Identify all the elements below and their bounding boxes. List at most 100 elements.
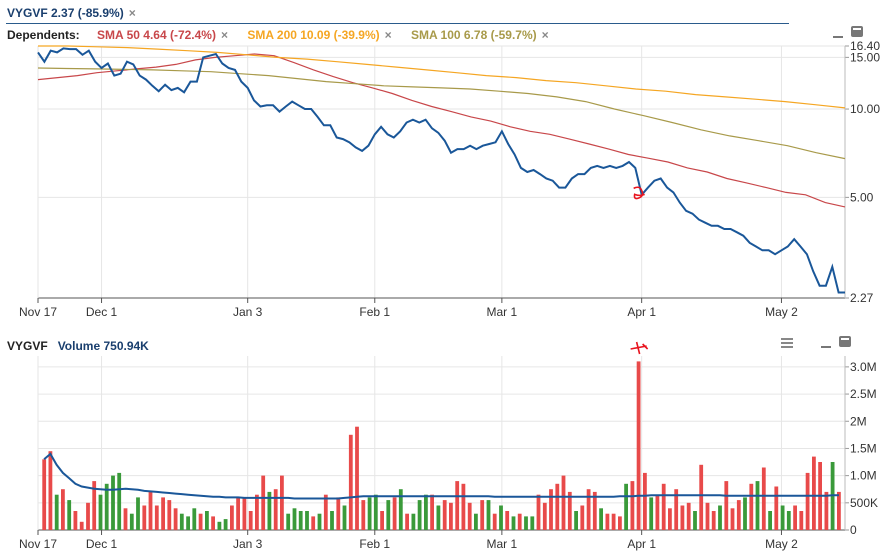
volume-bar[interactable] <box>317 513 322 530</box>
volume-bar[interactable] <box>480 500 485 530</box>
volume-bar[interactable] <box>104 483 109 530</box>
volume-bar[interactable] <box>286 513 291 530</box>
volume-bar[interactable] <box>530 516 535 530</box>
volume-bar[interactable] <box>749 483 754 530</box>
volume-bar[interactable] <box>142 505 147 531</box>
volume-bar[interactable] <box>474 513 478 530</box>
volume-bar[interactable] <box>411 513 416 530</box>
volume-bar[interactable] <box>661 483 666 530</box>
remove-symbol-icon[interactable]: × <box>128 6 136 20</box>
volume-bar[interactable] <box>355 426 359 530</box>
volume-bar[interactable] <box>774 486 779 531</box>
volume-bar[interactable] <box>743 497 747 530</box>
volume-bar[interactable] <box>649 497 654 530</box>
volume-bar[interactable] <box>292 508 297 531</box>
volume-bar[interactable] <box>555 483 560 530</box>
volume-bar[interactable] <box>129 513 134 530</box>
volume-bar[interactable] <box>605 513 610 530</box>
volume-bar[interactable] <box>336 497 341 530</box>
volume-bar[interactable] <box>524 516 528 530</box>
volume-bar[interactable] <box>567 491 572 530</box>
volume-bar[interactable] <box>267 491 272 530</box>
volume-bar[interactable] <box>793 505 797 531</box>
volume-bar[interactable] <box>736 500 741 530</box>
volume-bar[interactable] <box>799 511 804 530</box>
volume-bar[interactable] <box>61 489 65 530</box>
volume-bar[interactable] <box>342 505 347 531</box>
volume-bar[interactable] <box>467 502 472 530</box>
volume-bar[interactable] <box>230 505 234 531</box>
volume-bar[interactable] <box>67 500 72 530</box>
price-series-line[interactable] <box>37 47 845 294</box>
volume-bar[interactable] <box>511 516 516 530</box>
volume-bar[interactable] <box>492 513 497 530</box>
volume-bar[interactable] <box>824 491 829 530</box>
volume-bar[interactable] <box>536 494 541 530</box>
volume-bar[interactable] <box>323 494 328 530</box>
minimize-volume-panel-icon[interactable] <box>821 340 831 348</box>
volume-bar[interactable] <box>98 494 103 530</box>
volume-bar[interactable] <box>705 502 710 530</box>
volume-menu-icon[interactable] <box>781 338 793 348</box>
volume-bar[interactable] <box>255 494 259 530</box>
volume-bar[interactable] <box>154 505 159 531</box>
volume-bar[interactable] <box>305 511 309 530</box>
volume-bar[interactable] <box>42 459 47 530</box>
volume-bar[interactable] <box>837 491 841 530</box>
volume-bar[interactable] <box>211 516 215 530</box>
maximize-volume-panel-icon[interactable] <box>839 336 851 347</box>
maximize-price-panel-icon[interactable] <box>851 26 863 37</box>
minimize-price-panel-icon[interactable] <box>833 30 843 38</box>
volume-bar[interactable] <box>261 475 266 530</box>
volume-bar[interactable] <box>674 489 679 530</box>
volume-bar[interactable] <box>699 464 704 531</box>
volume-bar[interactable] <box>192 508 197 531</box>
volume-bar[interactable] <box>655 494 660 530</box>
volume-bar[interactable] <box>561 475 566 530</box>
volume-bar[interactable] <box>373 494 378 530</box>
volume-bar[interactable] <box>179 513 184 530</box>
volume-bar[interactable] <box>517 513 522 530</box>
volume-bar[interactable] <box>730 508 735 531</box>
volume-bar[interactable] <box>280 475 284 530</box>
volume-bar[interactable] <box>786 511 791 530</box>
volume-bar[interactable] <box>436 505 441 531</box>
volume-bar[interactable] <box>505 511 510 530</box>
volume-bar[interactable] <box>499 505 503 531</box>
volume-bar[interactable] <box>48 451 53 530</box>
volume-bar[interactable] <box>148 491 153 530</box>
volume-bar[interactable] <box>173 508 178 531</box>
volume-bar[interactable] <box>386 500 391 530</box>
volume-bar[interactable] <box>461 483 466 530</box>
volume-bar[interactable] <box>198 513 203 530</box>
volume-bar[interactable] <box>805 472 810 530</box>
volume-bar[interactable] <box>398 489 403 530</box>
volume-bar[interactable] <box>449 502 453 530</box>
volume-bar[interactable] <box>186 516 190 530</box>
volume-bar[interactable] <box>392 497 397 530</box>
volume-bar[interactable] <box>718 505 722 531</box>
volume-bar[interactable] <box>761 467 766 531</box>
volume-bar[interactable] <box>248 511 253 530</box>
volume-bar[interactable] <box>79 521 84 530</box>
volume-bar[interactable] <box>711 511 716 530</box>
volume-bar[interactable] <box>724 481 729 530</box>
volume-bar[interactable] <box>380 511 384 530</box>
volume-bar[interactable] <box>442 500 447 530</box>
volume-bar[interactable] <box>686 502 691 530</box>
volume-bar[interactable] <box>768 511 772 530</box>
volume-bar[interactable] <box>273 489 278 530</box>
volume-bar[interactable] <box>542 502 547 530</box>
volume-bar[interactable] <box>73 511 78 530</box>
volume-bar[interactable] <box>86 502 90 530</box>
volume-bar[interactable] <box>780 505 785 531</box>
volume-bar[interactable] <box>549 489 553 530</box>
volume-bar[interactable] <box>693 511 697 530</box>
volume-bar[interactable] <box>205 511 209 530</box>
volume-bar[interactable] <box>611 513 616 530</box>
volume-bar[interactable] <box>117 472 122 530</box>
volume-bar[interactable] <box>54 494 59 530</box>
volume-bar[interactable] <box>361 500 366 530</box>
